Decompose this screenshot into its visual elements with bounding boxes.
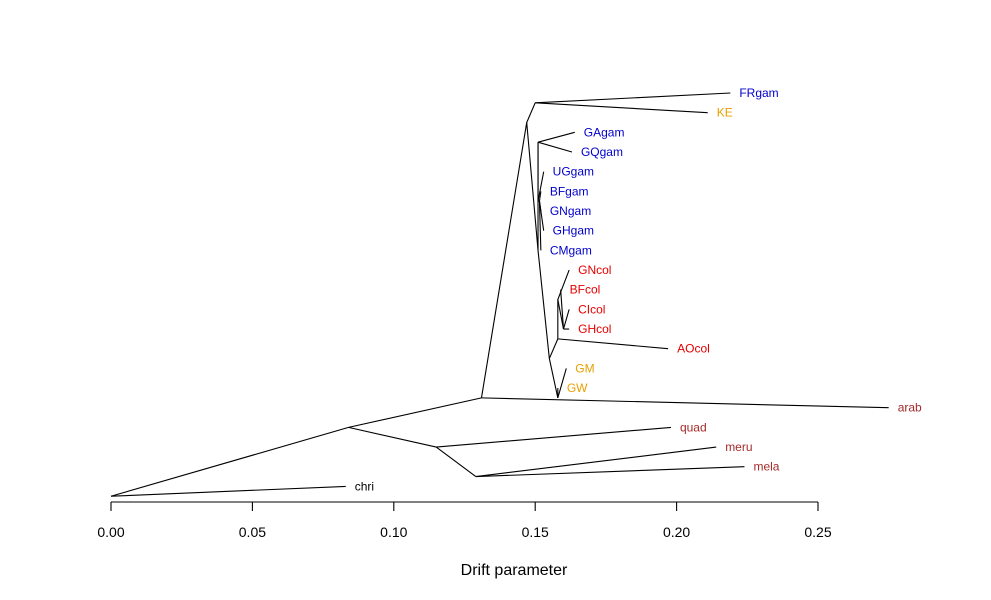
branch-n_col2-GNcol: [557, 269, 570, 300]
x-tick-label: 0.20: [663, 524, 690, 540]
branch-n_b-n_c: [348, 397, 482, 428]
x-tick-label: 0.05: [239, 524, 266, 540]
tip-label-GQgam: GQgam: [581, 145, 623, 159]
branch-n_f-n_h: [537, 250, 550, 359]
branch-n_col3-CIcol: [562, 309, 570, 330]
branch-n_col2-n_col3: [557, 299, 565, 330]
tip-label-AOcol: AOcol: [677, 342, 710, 356]
branch-n_h-n_col: [548, 338, 559, 359]
tip-label-CIcol: CIcol: [578, 302, 605, 316]
branch-n_g-GAgam: [537, 131, 575, 143]
tip-label-GNgam: GNgam: [550, 204, 591, 218]
branch-n_h-n_hyb: [548, 358, 559, 399]
x-axis-ticks: 0.00 0.05 0.10 0.15 0.20 0.25: [97, 502, 832, 540]
tip-label-arab: arab: [898, 401, 922, 415]
branch-n_c-arab: [481, 397, 889, 409]
branch-n_root-n_b: [110, 426, 349, 497]
branch-n_gga-CMgam: [538, 201, 542, 251]
branch-n_out2-meru: [475, 446, 717, 478]
tip-label-BFgam: BFgam: [550, 184, 589, 198]
x-tick-label: 0.00: [97, 524, 124, 540]
branch-n_b-n_out1: [348, 426, 437, 448]
tip-label-GHcol: GHcol: [578, 322, 611, 336]
branch-n_gga-GHgam: [538, 201, 545, 231]
branch-n_out1-quad: [436, 426, 671, 448]
branch-n_c-n_d: [480, 122, 528, 398]
tip-label-GHgam: GHgam: [553, 224, 594, 238]
tip-label-FRgam: FRgam: [739, 86, 778, 100]
branch-n_hyb-GM: [557, 368, 567, 399]
tip-label-mela: mela: [753, 460, 779, 474]
x-axis-title: Drift parameter: [461, 562, 568, 579]
branch-n_d-n_e: [526, 102, 536, 123]
branch-n_col-AOcol: [557, 338, 669, 350]
branch-n_g1-UGgam: [537, 171, 545, 202]
x-tick-label: 0.10: [380, 524, 407, 540]
tip-label-GAgam: GAgam: [584, 125, 625, 139]
tip-label-GW: GW: [567, 381, 588, 395]
x-axis: 0.00 0.05 0.10 0.15 0.20 0.25: [97, 501, 832, 540]
tip-label-CMgam: CMgam: [550, 243, 592, 257]
tip-label-quad: quad: [680, 420, 707, 434]
tip-label-GNcol: GNcol: [578, 263, 611, 277]
branch-n_d-n_f: [526, 122, 539, 251]
x-tick-label: 0.15: [522, 524, 549, 540]
x-tick-label: 0.25: [804, 524, 831, 540]
branch-n_e-KE: [535, 102, 708, 114]
tip-label-UGgam: UGgam: [553, 165, 594, 179]
branch-n_g-GQgam: [537, 141, 573, 153]
tip-label-meru: meru: [725, 440, 752, 454]
tip-label-chri: chri: [355, 479, 374, 493]
branch-n_gga-BFgam: [538, 191, 542, 202]
tip-labels: FRgam KE GAgam GQgam UGgam BFgam GNgam GHgam CMg…: [355, 86, 922, 493]
branch-n_col3-BFcol: [560, 289, 565, 330]
tree-branches: [110, 92, 889, 497]
tip-label-BFcol: BFcol: [570, 283, 601, 297]
branch-n_out1-n_out2: [435, 446, 477, 478]
branch-n_out2-mela: [475, 466, 745, 478]
branch-n_root-chri: [110, 485, 346, 497]
tip-label-KE: KE: [717, 106, 733, 120]
branch-n_e-FRgam: [535, 92, 731, 104]
tip-label-GM: GM: [575, 361, 594, 375]
